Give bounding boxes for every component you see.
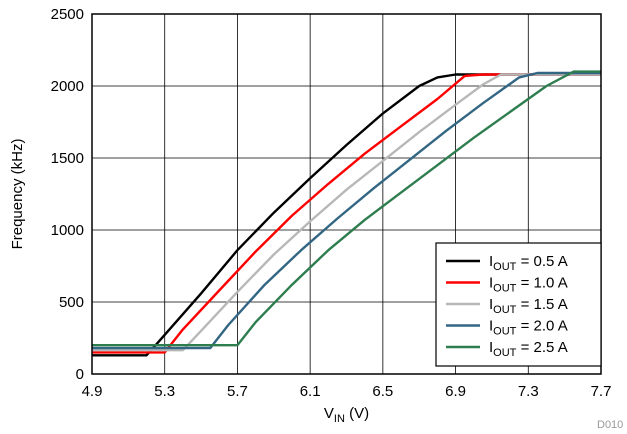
series-line-4 <box>92 71 601 350</box>
figure-id-label: D010 <box>597 419 623 431</box>
x-tick-label: 6.5 <box>372 383 393 400</box>
y-tick-label: 500 <box>59 294 84 311</box>
legend-label-1: IOUT = 0.5 A <box>489 253 568 273</box>
y-tick-label: 1500 <box>51 150 84 167</box>
x-tick-label: 5.7 <box>227 383 248 400</box>
series-line-5 <box>92 70 601 347</box>
y-tick-label: 2500 <box>51 6 84 23</box>
x-tick-label: 6.9 <box>445 383 466 400</box>
plot-frame <box>91 13 602 375</box>
y-axis-label: Frequency (kHz) <box>9 139 26 250</box>
y-tick-label: 0 <box>76 366 84 383</box>
legend-label-2: IOUT = 1.0 A <box>489 275 568 295</box>
x-axis-label-suffix: (V) <box>345 405 369 422</box>
y-tick-label: 2000 <box>51 78 84 95</box>
x-tick-label: 7.3 <box>518 383 539 400</box>
legend-label-5: IOUT = 2.5 A <box>489 339 568 359</box>
x-tick-label: 6.1 <box>300 383 321 400</box>
legend-label-3: IOUT = 1.5 A <box>489 296 568 316</box>
x-tick-label: 7.7 <box>591 383 612 400</box>
x-axis-label-sub: IN <box>334 413 345 425</box>
series-line-2 <box>92 73 601 354</box>
x-tick-label: 5.3 <box>154 383 175 400</box>
legend-label-4: IOUT = 2.0 A <box>489 318 568 338</box>
series-line-3 <box>92 73 601 352</box>
series-layer <box>92 70 601 357</box>
x-axis-label: VIN (V) <box>324 405 369 425</box>
x-axis-label-main: V <box>324 405 334 422</box>
x-tick-label: 4.9 <box>82 383 103 400</box>
tick-label-layer: 4.9 5.3 5.7 6.1 6.5 6.9 7.3 7.7 0 500 1000 1500 2000… <box>51 6 612 400</box>
y-tick-label: 1000 <box>51 222 84 239</box>
